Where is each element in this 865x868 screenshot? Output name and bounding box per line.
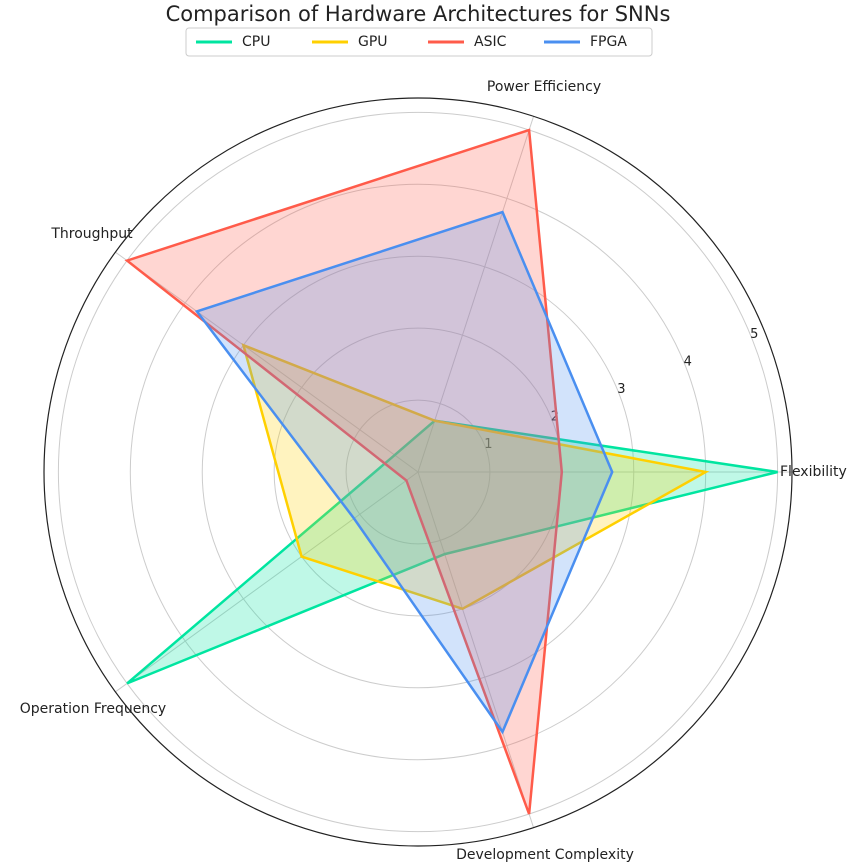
series-line [194,210,614,735]
legend-label: FPGA [590,34,627,50]
legend-box [185,27,653,57]
legend-label: ASIC [474,34,507,50]
spoke [417,116,535,473]
r-tick-label: 3 [617,382,625,397]
r-tick-label: 1 [484,437,492,452]
axis-label: Flexibility [780,464,847,480]
axis-label: Development Complexity [456,847,634,863]
r-tick-label: 5 [750,327,758,342]
r-tick-label: 2 [551,409,559,424]
axis-label: Operation Frequency [20,701,166,717]
r-tick-label: 4 [684,354,692,369]
series-line [241,343,710,611]
spoke [115,471,419,693]
legend-label: GPU [358,34,388,50]
series-area [196,212,613,732]
spoke [115,251,419,473]
chart-title: Comparison of Hardware Architectures for… [166,2,671,26]
outer-ring [43,97,793,847]
series-area [127,130,562,814]
spoke [417,471,535,828]
axis-label: Throughput [50,226,133,242]
series-line [126,419,778,685]
axis-label: Power Efficiency [487,79,601,95]
legend-label: CPU [242,34,270,50]
series-line [124,128,564,815]
series-area [243,345,706,609]
